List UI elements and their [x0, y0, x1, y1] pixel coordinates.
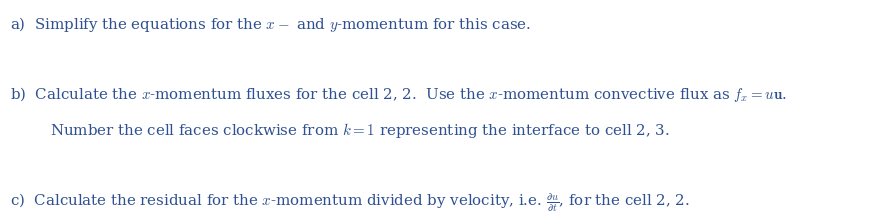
Text: c)  Calculate the residual for the $x$-momentum divided by velocity, i.e. $\frac: c) Calculate the residual for the $x$-mo… [10, 192, 691, 213]
Text: a)  Simplify the equations for the $x-$ and $y$-momentum for this case.: a) Simplify the equations for the $x-$ a… [10, 15, 531, 34]
Text: Number the cell faces clockwise from $k = 1$ representing the interface to cell : Number the cell faces clockwise from $k … [50, 121, 670, 140]
Text: b)  Calculate the $x$-momentum fluxes for the cell 2, 2.  Use the $x$-momentum c: b) Calculate the $x$-momentum fluxes for… [10, 85, 787, 104]
